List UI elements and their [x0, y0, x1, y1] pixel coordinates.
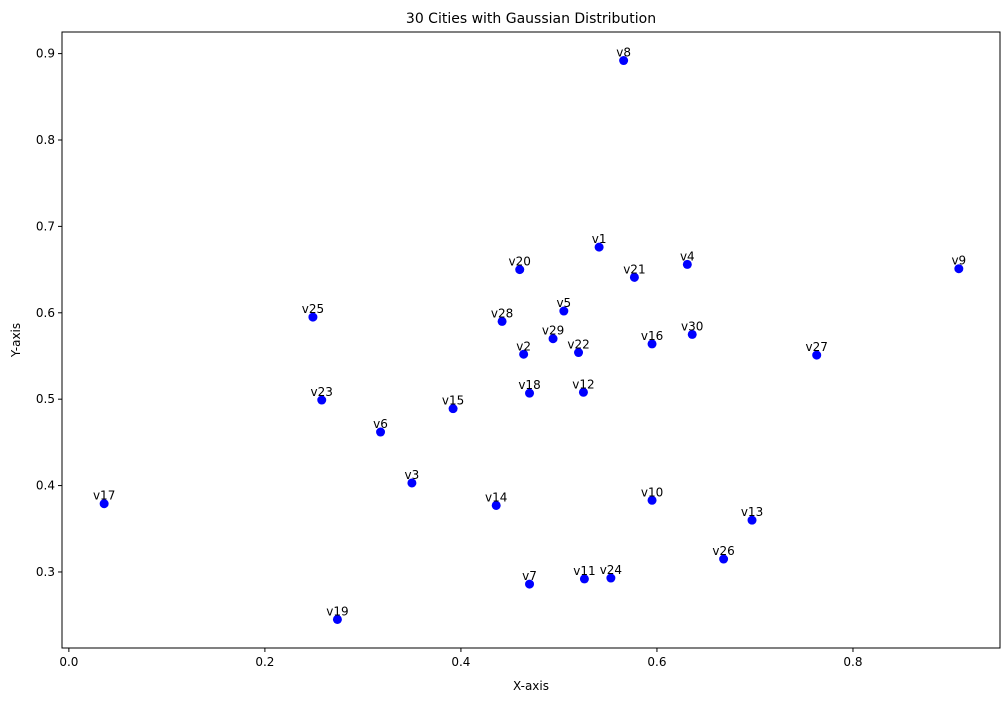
- point-label-v12: v12: [572, 377, 594, 391]
- point-label-v8: v8: [616, 46, 631, 60]
- point-label-v26: v26: [712, 544, 734, 558]
- data-point-v16: [647, 339, 657, 349]
- point-label-v9: v9: [951, 254, 966, 268]
- point-label-v22: v22: [567, 338, 589, 352]
- data-point-v17: [99, 499, 109, 509]
- point-label-v20: v20: [509, 255, 531, 269]
- point-label-v23: v23: [311, 385, 333, 399]
- data-point-v14: [491, 500, 501, 510]
- point-label-v4: v4: [680, 249, 695, 263]
- x-tick-label: 0.2: [255, 655, 274, 669]
- y-tick-label: 0.8: [36, 133, 55, 147]
- data-point-v23: [317, 395, 327, 405]
- point-label-v7: v7: [522, 569, 537, 583]
- x-tick-label: 0.6: [647, 655, 666, 669]
- point-label-v6: v6: [373, 417, 388, 431]
- y-tick-label: 0.3: [36, 565, 55, 579]
- data-point-v29: [548, 334, 558, 344]
- y-tick-label: 0.7: [36, 219, 55, 233]
- plot-frame: [61, 31, 1001, 649]
- point-label-v16: v16: [641, 329, 663, 343]
- x-axis-label: X-axis: [513, 679, 549, 693]
- point-label-v11: v11: [573, 564, 595, 578]
- point-label-v18: v18: [518, 378, 540, 392]
- y-tick-label: 0.9: [36, 47, 55, 61]
- point-label-v17: v17: [93, 489, 115, 503]
- point-label-v21: v21: [623, 262, 645, 276]
- data-point-v2: [519, 349, 529, 359]
- point-label-v1: v1: [592, 232, 607, 246]
- point-label-v10: v10: [641, 485, 663, 499]
- data-point-v4: [682, 259, 692, 269]
- data-point-v10: [647, 495, 657, 505]
- data-point-v20: [515, 265, 525, 275]
- point-label-v28: v28: [491, 306, 513, 320]
- data-point-v1: [594, 242, 604, 252]
- point-label-v25: v25: [302, 302, 324, 316]
- point-label-v24: v24: [600, 563, 622, 577]
- data-point-v13: [747, 515, 757, 525]
- data-point-v9: [954, 264, 964, 274]
- data-point-v12: [578, 387, 588, 397]
- point-label-v13: v13: [741, 505, 763, 519]
- chart-title: 30 Cities with Gaussian Distribution: [406, 11, 656, 27]
- x-tick-label: 0.8: [843, 655, 862, 669]
- point-label-v29: v29: [542, 324, 564, 338]
- data-point-v7: [525, 579, 535, 589]
- y-axis-label: Y-axis: [9, 323, 23, 358]
- data-point-v21: [629, 272, 639, 282]
- data-point-v26: [719, 554, 729, 564]
- y-tick-label: 0.6: [36, 306, 55, 320]
- data-point-v22: [574, 348, 584, 358]
- point-label-v5: v5: [556, 296, 571, 310]
- data-point-v30: [687, 329, 697, 339]
- point-label-v3: v3: [405, 468, 420, 482]
- data-point-v25: [308, 312, 318, 322]
- data-point-v28: [497, 316, 507, 326]
- data-point-v19: [332, 614, 342, 624]
- point-label-v27: v27: [806, 340, 828, 354]
- x-tick-label: 0.4: [451, 655, 470, 669]
- data-point-v24: [606, 573, 616, 583]
- data-point-v5: [559, 306, 569, 316]
- point-label-v2: v2: [516, 339, 531, 353]
- point-label-v14: v14: [485, 490, 507, 504]
- data-point-v8: [619, 56, 629, 66]
- point-label-v19: v19: [326, 604, 348, 618]
- data-point-v6: [376, 427, 386, 437]
- data-point-v18: [525, 388, 535, 398]
- data-point-v11: [579, 574, 589, 584]
- x-tick-label: 0.0: [59, 655, 78, 669]
- y-tick-label: 0.4: [36, 479, 55, 493]
- y-tick-label: 0.5: [36, 392, 55, 406]
- point-label-v15: v15: [442, 394, 464, 408]
- point-label-v30: v30: [681, 319, 703, 333]
- data-point-v15: [448, 404, 458, 414]
- data-point-v3: [407, 478, 417, 488]
- data-point-v27: [812, 350, 822, 360]
